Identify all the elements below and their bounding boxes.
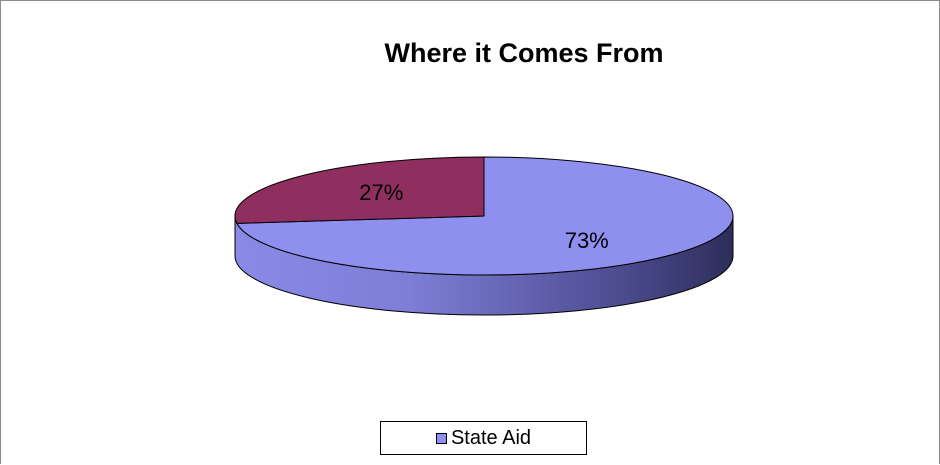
legend: State Aid bbox=[380, 421, 587, 455]
pie-slice-label-1: 73% bbox=[565, 228, 609, 253]
pie-slice-1 bbox=[236, 156, 734, 276]
pie-slice-label-2: 27% bbox=[359, 180, 403, 205]
legend-label-state-aid: State Aid bbox=[450, 426, 532, 449]
pie-slice-2 bbox=[234, 156, 485, 224]
chart-title: Where it Comes From bbox=[384, 38, 663, 68]
legend-swatch-state-aid bbox=[435, 432, 447, 444]
pie-group: 73% 27% bbox=[234, 156, 734, 316]
